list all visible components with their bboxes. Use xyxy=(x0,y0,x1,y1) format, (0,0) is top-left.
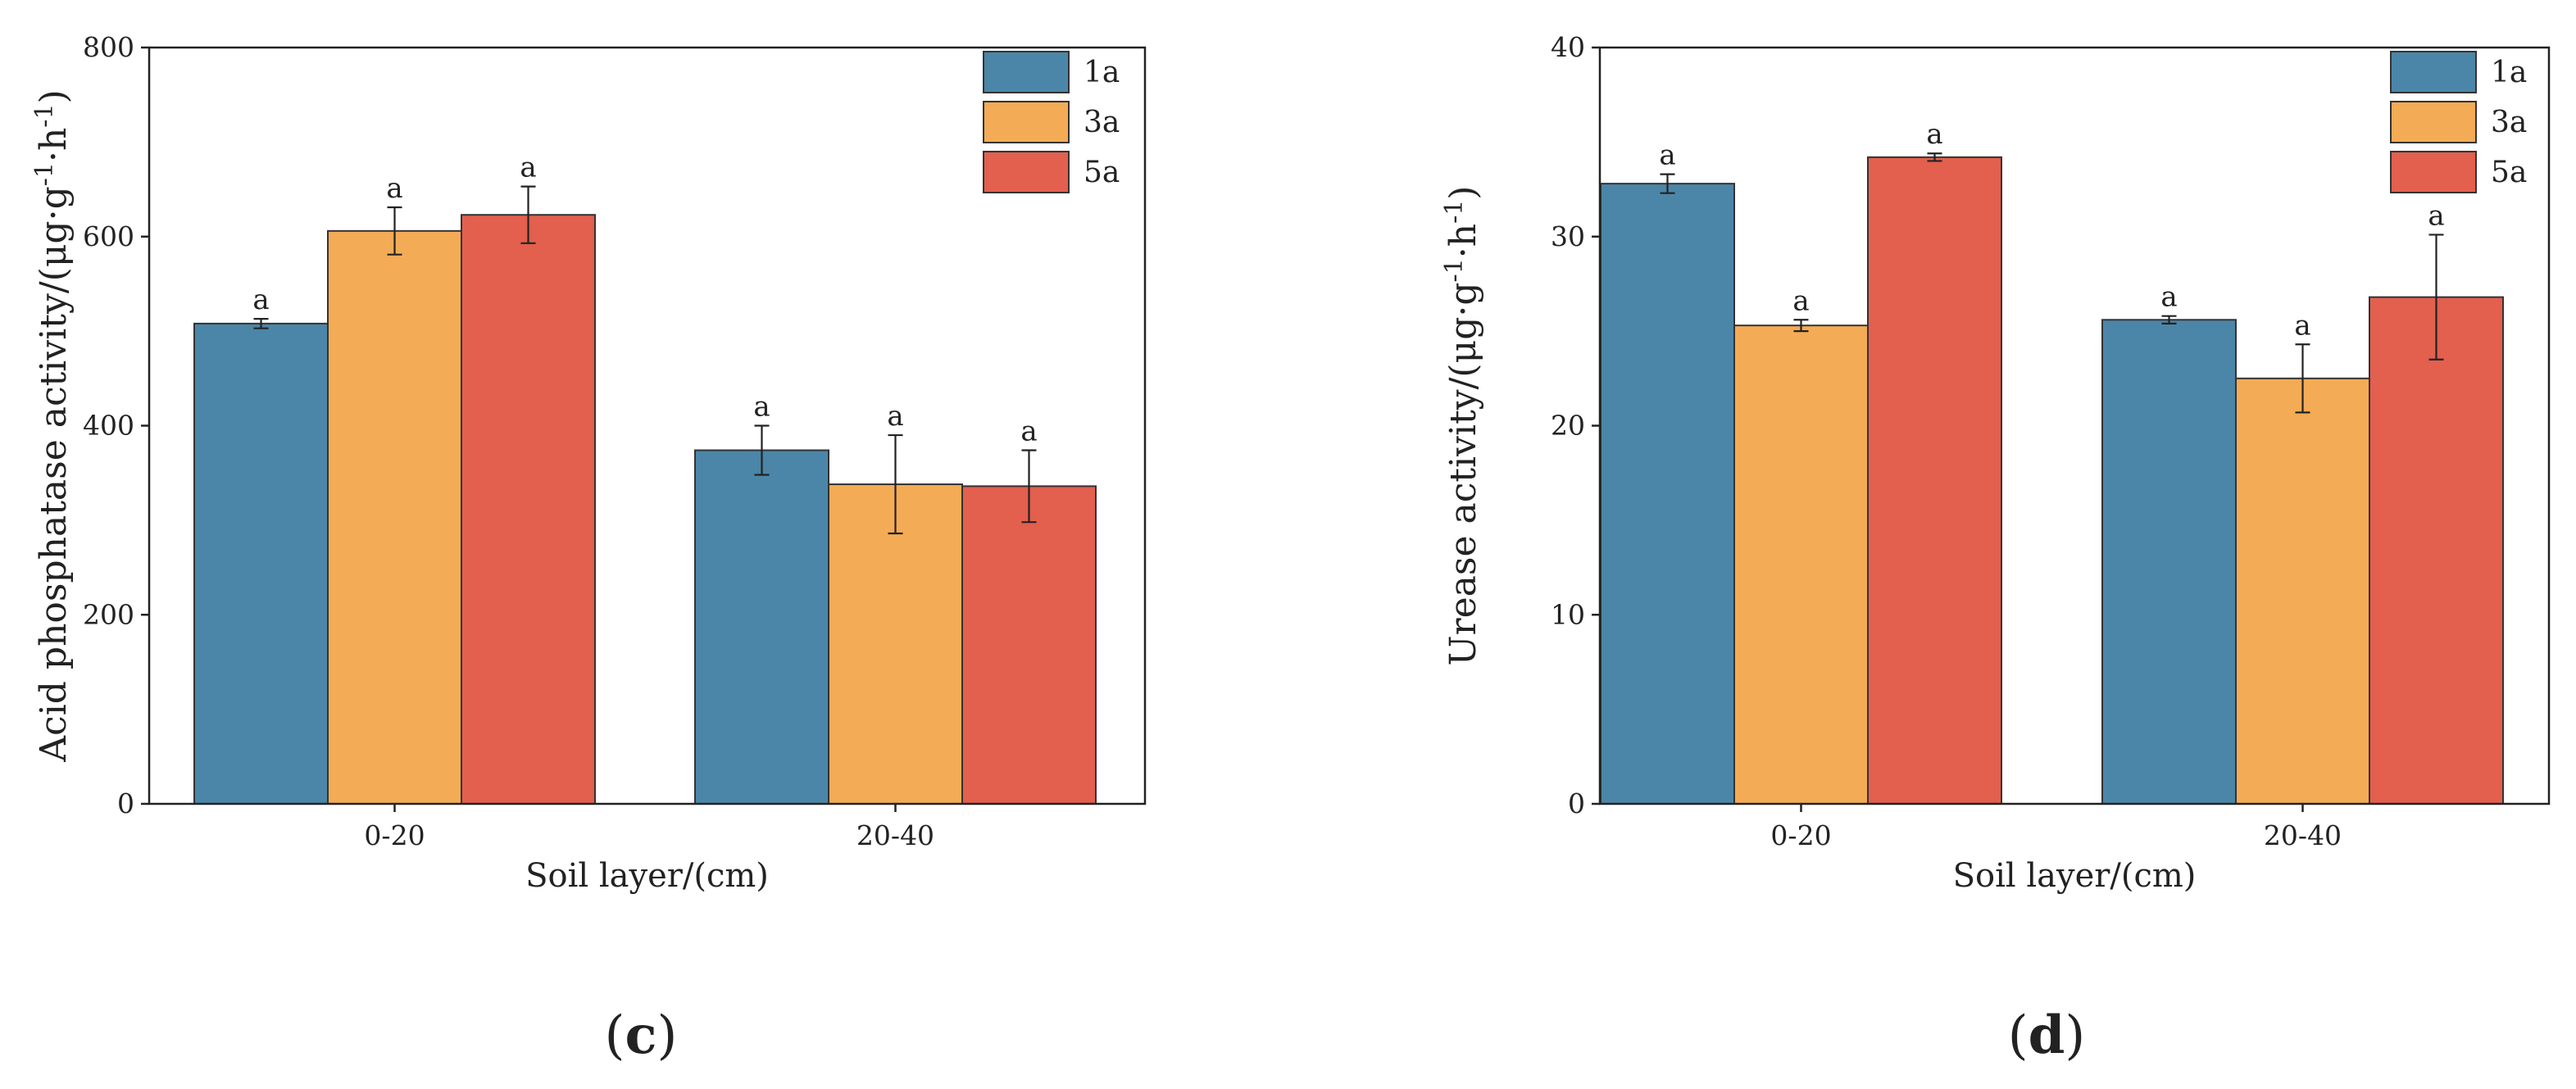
chart-d-errorbar-1a-0-20 xyxy=(1660,173,1675,194)
chart-c-errorbar-3a-0-20 xyxy=(387,206,402,256)
chart-c-bar-5a-20-40 xyxy=(961,485,1097,805)
chart-d-bar-3a-0-20 xyxy=(1733,324,1869,805)
chart-d-legend-label-5a: 5a xyxy=(2491,156,2527,189)
chart-d-panel-label: (d) xyxy=(2008,1005,2086,1066)
chart-c-sig-label-5a-20-40: a xyxy=(1020,415,1037,447)
chart-d-errorbar-5a-20-40 xyxy=(2428,234,2444,361)
chart-d-legend-swatch-3a xyxy=(2390,101,2477,143)
chart-d-bar-3a-20-40 xyxy=(2235,377,2370,805)
chart-c-bar-1a-20-40 xyxy=(694,449,829,805)
yaxis-title-base: Urease activity/(μg·g xyxy=(1442,282,1484,665)
chart-c-errorbar-3a-20-40 xyxy=(888,433,903,535)
yaxis-title-sup: -1 xyxy=(1440,258,1469,282)
chart-c-panel-label: (c) xyxy=(605,1005,678,1066)
chart-c-sig-label-3a-0-20: a xyxy=(386,172,402,205)
chart-c-ytick-label: 400 xyxy=(83,410,134,442)
chart-c-legend-swatch-5a xyxy=(983,151,1070,193)
yaxis-title-mid: ·h xyxy=(33,128,75,162)
yaxis-title-sup: -1 xyxy=(1440,200,1469,224)
chart-d-bar-5a-0-20 xyxy=(1867,156,2002,805)
chart-c-errorbar-1a-0-20 xyxy=(253,318,269,329)
chart-d-group: a a a a a a 0 10 20 30 40 0-20 20-40 Soil layer/(cm) U… xyxy=(1440,31,2551,1066)
panel-label-letter: d xyxy=(2029,1005,2065,1066)
chart-c-errorbar-5a-20-40 xyxy=(1021,449,1037,524)
chart-d-bar-5a-20-40 xyxy=(2369,296,2504,805)
chart-d-ytick-label: 30 xyxy=(1551,220,1585,252)
chart-d-errorbar-3a-20-40 xyxy=(2295,343,2310,414)
chart-c-ytick-label: 0 xyxy=(117,787,134,819)
chart-d-sig-label-3a-0-20: a xyxy=(1792,284,1809,317)
chart-c-bar-5a-0-20 xyxy=(461,214,596,805)
chart-d-xaxis-title: Soil layer/(cm) xyxy=(1953,857,2197,895)
chart-d-sig-label-1a-0-20: a xyxy=(1659,139,1675,172)
chart-d-sig-label-3a-20-40: a xyxy=(2294,309,2310,342)
panel-label-letter: c xyxy=(625,1005,657,1066)
yaxis-title-sup: -1 xyxy=(30,162,59,186)
chart-d-errorbar-1a-20-40 xyxy=(2161,315,2177,324)
chart-d-ytick-label: 0 xyxy=(1568,787,1585,819)
chart-c-sig-label-3a-20-40: a xyxy=(887,400,903,433)
panel-label-open: ( xyxy=(605,1005,625,1066)
chart-c-errorbar-5a-0-20 xyxy=(520,185,536,244)
chart-c-ytick-label: 200 xyxy=(83,598,134,630)
chart-c-sig-label-5a-0-20: a xyxy=(520,152,536,184)
panel-label-close: ) xyxy=(2065,1005,2085,1066)
chart-d-yaxis-title: Urease activity/(μg·g-1·h-1) xyxy=(1440,186,1484,666)
chart-c-group: a a a a a a 0 200 400 600 800 0-20 20-40 Soil layer/(… xyxy=(30,31,1147,1066)
yaxis-title-end: ) xyxy=(1442,186,1484,200)
chart-d-errorbar-5a-0-20 xyxy=(1927,152,1942,162)
yaxis-title-mid: ·h xyxy=(1442,224,1484,258)
chart-d-legend-swatch-5a xyxy=(2390,151,2477,193)
panel-label-open: ( xyxy=(2008,1005,2029,1066)
yaxis-title-sup: -1 xyxy=(30,103,59,127)
chart-d-errorbar-3a-0-20 xyxy=(1793,319,1809,333)
chart-d-sig-label-1a-20-40: a xyxy=(2160,281,2177,314)
chart-d-xtick-label-0-20: 0-20 xyxy=(1770,819,1831,851)
chart-d-bar-1a-20-40 xyxy=(2101,319,2237,805)
chart-d-legend-swatch-1a xyxy=(2390,51,2477,93)
chart-c-legend-swatch-1a xyxy=(983,51,1070,93)
chart-d-xtick-label-20-40: 20-40 xyxy=(2264,819,2342,851)
chart-d-sig-label-5a-20-40: a xyxy=(2428,199,2444,232)
chart-c-xtick-label-20-40: 20-40 xyxy=(856,819,934,851)
chart-c-ytick-label: 600 xyxy=(83,220,134,252)
chart-d-ytick-label: 40 xyxy=(1551,31,1585,63)
chart-c-sig-label-1a-20-40: a xyxy=(753,391,770,424)
chart-d-legend-label-3a: 3a xyxy=(2491,106,2527,139)
chart-c-legend-label-1a: 1a xyxy=(1084,56,1120,89)
chart-c-bar-1a-0-20 xyxy=(193,322,329,805)
chart-c-sig-label-1a-0-20: a xyxy=(252,284,269,316)
chart-d-bar-1a-0-20 xyxy=(1600,183,1735,805)
chart-c-xaxis-title: Soil layer/(cm) xyxy=(525,857,769,895)
chart-d-legend-label-1a: 1a xyxy=(2491,56,2527,89)
panel-label-close: ) xyxy=(656,1005,677,1066)
chart-c-yaxis-title: Acid phosphatase activity/(μg·g-1·h-1) xyxy=(30,89,75,762)
yaxis-title-base: Acid phosphatase activity/(μg·g xyxy=(33,186,75,762)
chart-c-bar-3a-0-20 xyxy=(327,229,462,805)
chart-c-ytick-label: 800 xyxy=(83,31,134,63)
yaxis-title-end: ) xyxy=(33,89,75,103)
chart-d-ytick-label: 20 xyxy=(1551,410,1585,442)
chart-c-legend-label-3a: 3a xyxy=(1084,106,1120,139)
chart-d-ytick-label: 10 xyxy=(1551,598,1585,630)
chart-c-legend-swatch-3a xyxy=(983,101,1070,143)
chart-c-legend-label-5a: 5a xyxy=(1084,156,1120,189)
chart-c-xtick-label-0-20: 0-20 xyxy=(364,819,425,851)
chart-c-errorbar-1a-20-40 xyxy=(754,424,770,476)
chart-d-sig-label-5a-0-20: a xyxy=(1926,118,1942,151)
